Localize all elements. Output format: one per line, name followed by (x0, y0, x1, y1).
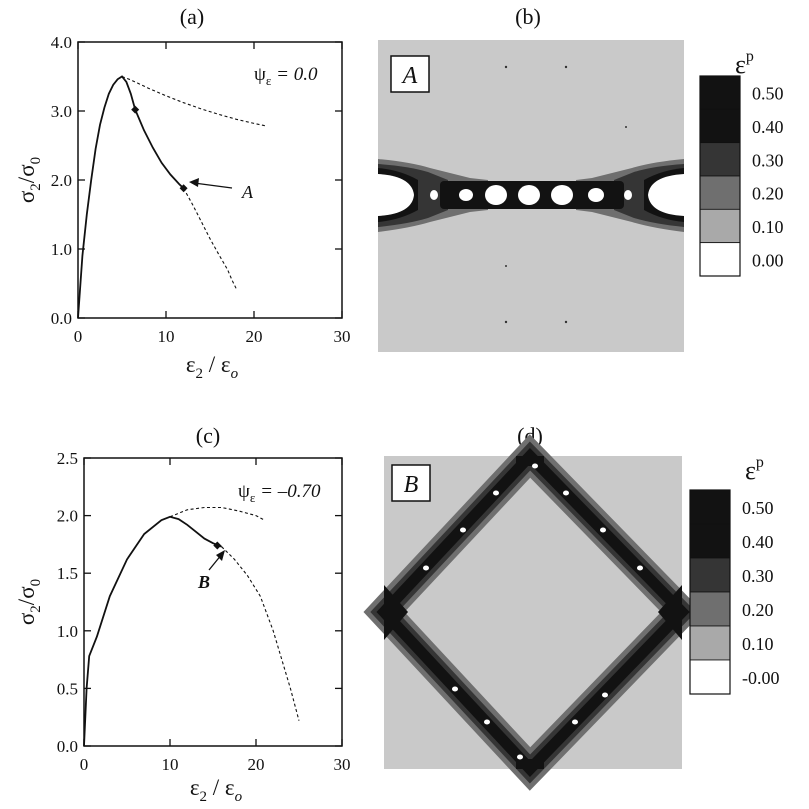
colorbar-top-label: 0.50 (752, 84, 784, 104)
plot-c-marker (213, 541, 222, 550)
colorbar-top-swatch (699, 142, 741, 177)
point-label-c: B (197, 572, 210, 592)
arrow-a-head (189, 178, 199, 187)
letter-b: A (401, 63, 418, 89)
plot-c-ylabel: σ2/σ0 (14, 579, 44, 625)
letter-box-d (391, 464, 431, 502)
colorbar-top-swatch (699, 208, 741, 244)
colorbar-bottom-label: 0.30 (742, 566, 774, 586)
colorbar-bottom-swatch (689, 591, 731, 627)
plot-a-series-1-solid (77, 75, 185, 319)
colorbar-top-label: 0.40 (752, 117, 784, 137)
plot-a-ytick-label: 1.0 (51, 240, 72, 259)
panel-c: (c) 0 10 20 30 0.0 0.5 1.0 1.5 2.0 2.5 σ2/σ0 ε2 /… (14, 423, 351, 805)
plot-a-ticks: 0 10 20 30 0.0 1.0 2.0 3.0 4.0 (51, 33, 351, 346)
plot-a-curves (77, 75, 268, 319)
colorbar-bottom: 0.50 0.40 0.30 0.20 0.10 -0.00 (689, 489, 780, 695)
plot-c-ytick-label: 1.0 (57, 622, 78, 641)
colorbar-top-swatch (699, 75, 741, 110)
plot-a-ytick-label: 4.0 (51, 33, 72, 52)
plot-c-series-1-solid (83, 515, 222, 747)
plot-a-xlabel: ε2 / εo (186, 352, 239, 382)
psi-annotation-a: ψε = 0.0 (254, 64, 318, 88)
colorbar-top-label: 0.30 (752, 150, 784, 170)
plot-a-xtick-label: 30 (334, 327, 351, 346)
letter-d: B (404, 472, 419, 498)
plot-c-ytick-label: 2.0 (57, 507, 78, 526)
plot-c-frame (83, 457, 343, 747)
colorbar-bottom-title: εp (745, 454, 764, 485)
colorbar-top-swatch (699, 108, 741, 144)
plot-c-xtick-label: 30 (334, 755, 351, 774)
colorbar-bottom-label: 0.50 (742, 498, 774, 518)
plot-c-curves (83, 506, 300, 747)
plot-a-ytick-label: 3.0 (51, 102, 72, 121)
plot-a-marker (131, 105, 140, 114)
colorbar-bottom-swatch (689, 659, 731, 695)
voids-b (378, 174, 684, 216)
plot-a-series-2-dashed (121, 75, 268, 127)
panel-d: (d) B 0.500.400.300.200.10-0.00 εp (363, 423, 780, 791)
colorbar-bottom-label: 0.20 (742, 600, 774, 620)
colorbar-bottom-label: 0.40 (742, 532, 774, 552)
plot-c-ytick-label: 1.5 (57, 564, 78, 583)
colorbar-bottom-frame (689, 489, 731, 695)
psi-annotation-c: ψε = –0.70 (238, 481, 321, 505)
plot-c-series-2-dashed (169, 506, 265, 521)
plot-a-ytick-label: 2.0 (51, 171, 72, 190)
damage-diamond-d (363, 434, 703, 791)
speckles-b (504, 65, 627, 324)
plot-a-xtick-label: 10 (158, 327, 175, 346)
panel-a-label: (a) (180, 4, 204, 29)
colorbar-bottom-label: -0.00 (742, 668, 780, 688)
plot-c-ytick-label: 2.5 (57, 449, 78, 468)
plot-c-series-3-dashed (221, 546, 300, 721)
plot-c-xtick-label: 0 (80, 755, 89, 774)
panel-b: (b) A 0.5 (378, 4, 784, 352)
plot-a-ylabel: σ2/σ0 (14, 157, 44, 203)
plot-a-ytick-label: 0.0 (51, 309, 72, 328)
letter-box-b (390, 55, 430, 93)
plot-c-ticks: 0 10 20 30 0.0 0.5 1.0 1.5 2.0 2.5 (57, 449, 351, 774)
voids-d (423, 463, 643, 760)
plot-c-ytick-label: 0.0 (57, 737, 78, 756)
arrow-a-line (193, 182, 233, 189)
panel-b-label: (b) (515, 4, 541, 29)
colorbar-top-label: 0.10 (752, 217, 784, 237)
colorbar-top: 0.50 0.40 0.30 0.20 0.10 0.00 (699, 75, 784, 277)
colorbar-top-frame (699, 75, 741, 277)
colorbar-top-label: 0.00 (752, 250, 784, 270)
plot-a-series-3-dashed (183, 188, 237, 290)
colorbar-top-title: εp (735, 48, 754, 79)
panel-c-label: (c) (196, 423, 220, 448)
plot-a-xtick-label: 20 (246, 327, 263, 346)
field-d-background (384, 456, 682, 769)
plot-c-xtick-label: 20 (248, 755, 265, 774)
colorbar-top-label: 0.20 (752, 184, 784, 204)
colorbar-bottom-swatch (689, 523, 731, 559)
colorbar-bottom-swatch (689, 625, 731, 661)
plot-a-xtick-label: 0 (74, 327, 83, 346)
panel-a: (a) 0 10 20 30 0.0 1.0 2.0 3.0 4.0 σ2/σ0 ε2 / εo… (14, 4, 351, 382)
colorbar-bottom-swatch (689, 557, 731, 593)
colorbar-top-swatch (699, 175, 741, 210)
plot-c-ytick-label: 0.5 (57, 679, 78, 698)
plot-c-xlabel: ε2 / εo (190, 775, 243, 805)
arrow-c-head (216, 550, 225, 561)
plot-c-xtick-label: 10 (162, 755, 179, 774)
point-label-a: A (241, 182, 254, 202)
colorbar-bottom-swatch (689, 489, 731, 525)
plot-a-marker (179, 184, 188, 193)
colorbar-bottom-label: 0.10 (742, 634, 774, 654)
colorbar-top-swatch (699, 242, 741, 277)
